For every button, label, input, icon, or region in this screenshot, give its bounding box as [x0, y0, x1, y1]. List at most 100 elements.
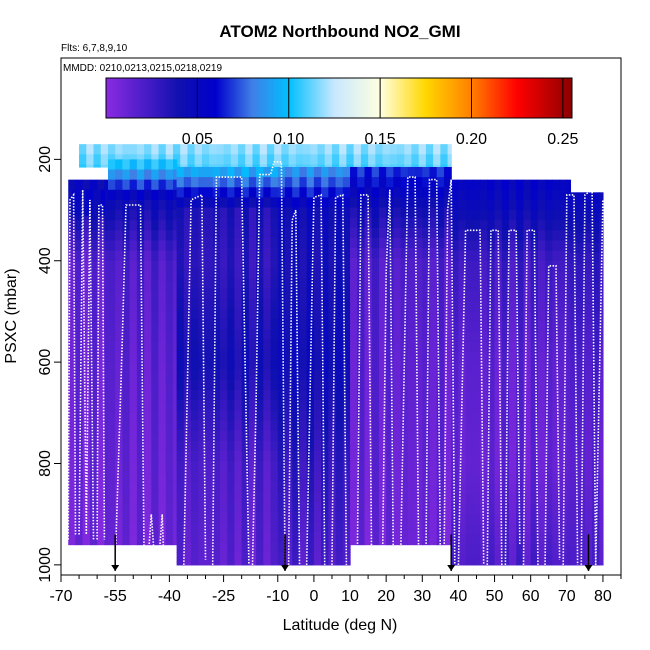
curtain-cell	[407, 531, 416, 543]
curtain-cell	[429, 339, 438, 351]
curtain-cell	[198, 207, 207, 219]
curtain-cell	[364, 177, 373, 188]
curtain-cell	[472, 422, 481, 434]
curtain-cell	[115, 463, 124, 475]
curtain-cell	[592, 384, 600, 396]
curtain-cell	[75, 341, 84, 353]
curtain-cell	[584, 516, 593, 528]
curtain-cell	[552, 321, 561, 333]
curtain-cell	[364, 400, 373, 411]
curtain-cell	[198, 187, 207, 198]
curtain-cell	[270, 542, 279, 553]
curtain-cell	[386, 207, 394, 219]
curtain-cell	[227, 248, 236, 259]
curtain-cell	[342, 369, 351, 381]
curtain-cell	[68, 341, 77, 353]
curtain-cell	[422, 187, 431, 198]
curtain-cell	[393, 440, 402, 452]
curtain-cell	[422, 268, 431, 280]
curtain-cell	[407, 329, 416, 340]
curtain-cell	[494, 493, 503, 505]
curtain-cell	[371, 440, 380, 452]
curtain-cell	[115, 270, 124, 282]
curtain-cell	[570, 455, 579, 467]
curtain-cell	[509, 250, 517, 262]
curtain-cell	[335, 197, 344, 209]
curtain-cell	[415, 369, 423, 381]
curtain-cell	[270, 511, 279, 523]
curtain-cell	[599, 313, 604, 325]
curtain-cell	[321, 298, 329, 310]
curtain-cell	[472, 473, 481, 485]
curtain-cell	[537, 544, 546, 556]
curtain-cell	[285, 491, 293, 503]
curtain-cell	[480, 514, 488, 525]
curtain-cell	[443, 440, 452, 452]
curtain-cell	[151, 144, 160, 155]
x-axis-label: Latitude (deg N)	[283, 617, 398, 634]
curtain-cell	[537, 311, 546, 323]
curtain-cell	[234, 278, 243, 290]
curtain-cell	[198, 511, 207, 523]
curtain-cell	[509, 483, 517, 495]
curtain-cell	[537, 483, 546, 495]
curtain-cell	[530, 189, 539, 201]
curtain-cell	[523, 311, 532, 323]
curtain-cell	[545, 250, 553, 262]
curtain-cell	[335, 552, 344, 563]
curtain-cell	[234, 298, 243, 310]
curtain-cell	[400, 511, 409, 523]
curtain-cell	[566, 199, 572, 211]
curtain-cell	[328, 177, 337, 188]
curtain-cell	[350, 217, 358, 229]
curtain-cell	[378, 217, 387, 229]
curtain-cell	[313, 166, 322, 178]
curtain-cell	[328, 187, 337, 198]
curtain-cell	[480, 331, 488, 343]
curtain-cell	[176, 177, 185, 188]
curtain-cell	[285, 339, 293, 351]
curtain-cell	[97, 220, 105, 231]
curtain-cell	[227, 400, 236, 411]
curtain-cell	[393, 511, 402, 523]
curtain-cell	[443, 258, 452, 269]
curtain-cell	[465, 402, 474, 414]
curtain-cell	[371, 258, 380, 269]
colorbar: 0.05 0.10 0.15 0.20 0.25	[105, 77, 579, 148]
curtain-cell	[198, 562, 207, 566]
curtain-cell	[205, 420, 214, 432]
curtain-cell	[212, 511, 221, 523]
curtain-cell	[292, 501, 301, 513]
curtain-cell	[97, 412, 105, 424]
curtain-cell	[472, 250, 481, 262]
curtain-cell	[97, 483, 105, 495]
curtain-cell	[144, 443, 152, 454]
curtain-cell	[350, 501, 358, 513]
curtain-cell	[306, 501, 315, 513]
curtain-cell	[364, 359, 373, 371]
curtain-cell	[404, 144, 413, 155]
curtain-cell	[443, 460, 452, 472]
curtain-cell	[100, 199, 105, 211]
curtain-cell	[342, 389, 351, 401]
curtain-cell	[494, 453, 503, 465]
curtain-cell	[545, 240, 553, 252]
curtain-cell	[107, 504, 116, 515]
curtain-cell	[501, 524, 510, 536]
curtain-cell	[584, 344, 593, 356]
curtain-cell	[219, 430, 228, 442]
curtain-cell	[129, 402, 138, 414]
curtain-cell	[400, 481, 409, 492]
curtain-cell	[371, 430, 380, 442]
curtain-cell	[382, 144, 391, 155]
curtain-cell	[530, 341, 539, 353]
curtain-cell	[270, 268, 279, 280]
curtain-cell	[270, 319, 279, 330]
flight-track	[211, 176, 250, 565]
curtain-cell	[107, 351, 116, 363]
curtain-cell	[570, 303, 579, 315]
curtain-cell	[129, 372, 138, 383]
curtain-cell	[537, 382, 546, 394]
curtain-cell	[234, 258, 243, 269]
curtain-cell	[501, 189, 510, 201]
